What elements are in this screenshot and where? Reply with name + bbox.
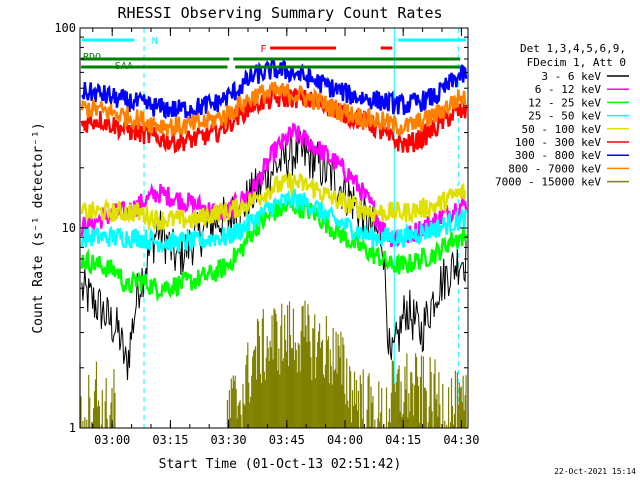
legend-header-line-1: Det 1,3,4,5,6,9, bbox=[520, 42, 626, 55]
legend-header-line-2: FDecim 1, Att 0 bbox=[527, 56, 626, 69]
series-25-50-kev bbox=[80, 188, 468, 254]
x-axis: 03:00 03:15 03:30 03:45 04:00 04:15 04:30 bbox=[92, 28, 479, 447]
x-tick-label: 03:15 bbox=[152, 433, 188, 447]
series-50-100-kev bbox=[80, 171, 467, 232]
legend-label: 3 - 6 keV bbox=[541, 70, 601, 83]
series-line bbox=[80, 171, 467, 232]
x-tick-label: 04:15 bbox=[385, 433, 421, 447]
x-tick-label: 03:00 bbox=[94, 433, 130, 447]
y-tick-label: 1 bbox=[69, 421, 76, 435]
series-800-7000-kev bbox=[80, 81, 467, 137]
y-axis: 1 10 100 bbox=[54, 21, 468, 435]
series-7000-15000-kev bbox=[79, 300, 467, 428]
y-tick-label: 10 bbox=[62, 221, 76, 235]
legend-label: 6 - 12 keV bbox=[535, 83, 602, 96]
annotation-f: F bbox=[260, 44, 266, 55]
legend-label: 50 - 100 keV bbox=[522, 123, 602, 136]
legend-label: 100 - 300 keV bbox=[515, 136, 601, 149]
annotation-rdo: RDO bbox=[83, 52, 101, 63]
legend-label: 7000 - 15000 keV bbox=[495, 176, 601, 189]
legend-label: 800 - 7000 keV bbox=[508, 162, 601, 175]
annotation-saa: SAA bbox=[115, 61, 133, 72]
legend-label: 12 - 25 keV bbox=[528, 96, 601, 109]
x-tick-label: 04:30 bbox=[443, 433, 479, 447]
legend-label: 300 - 800 keV bbox=[515, 149, 601, 162]
series-line bbox=[80, 58, 468, 120]
series-300-800-kev bbox=[80, 58, 468, 120]
x-tick-label: 03:30 bbox=[211, 433, 247, 447]
legend: Det 1,3,4,5,6,9, FDecim 1, Att 0 3 - 6 k… bbox=[495, 42, 629, 189]
series-line bbox=[80, 188, 468, 254]
x-tick-label: 04:00 bbox=[327, 433, 363, 447]
y-axis-label: Count Rate (s⁻¹ detector⁻¹) bbox=[31, 122, 46, 333]
series-line bbox=[80, 81, 467, 137]
generated-timestamp: 22-Oct-2021 15:14 bbox=[554, 467, 636, 476]
legend-label: 25 - 50 keV bbox=[528, 110, 601, 123]
y-tick-label: 100 bbox=[54, 21, 76, 35]
x-tick-label: 03:45 bbox=[269, 433, 305, 447]
plot-area: N F RDO SAA bbox=[79, 28, 468, 428]
chart-title: RHESSI Observing Summary Count Rates bbox=[117, 4, 442, 22]
x-axis-label: Start Time (01-Oct-13 02:51:42) bbox=[159, 457, 402, 472]
annotation-n: N bbox=[152, 36, 158, 47]
